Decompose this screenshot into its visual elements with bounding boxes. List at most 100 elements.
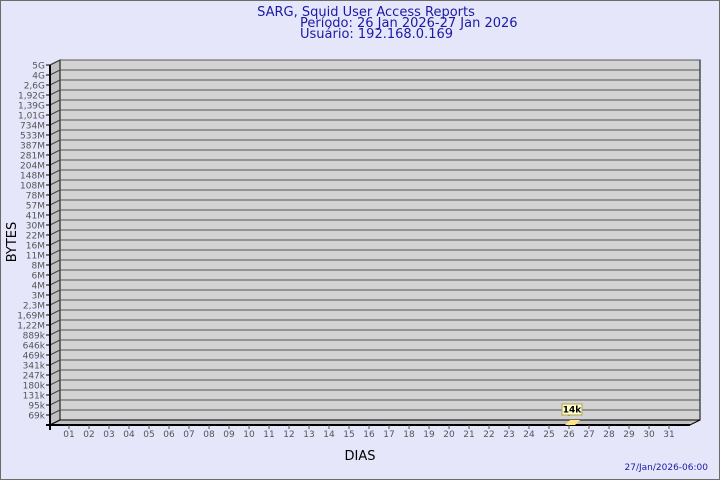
x-tick-label: 14: [323, 430, 335, 440]
data-label-box: [561, 403, 583, 416]
y-tick-label: 6M: [32, 272, 46, 282]
y-tick-label: 247k: [23, 372, 46, 382]
y-tick-label: 30M: [26, 222, 45, 232]
x-tick-label: 04: [123, 430, 135, 440]
x-tick-label: 25: [543, 430, 554, 440]
gridline-diagonal: [49, 139, 61, 146]
y-tick-label: 22M: [26, 232, 45, 242]
gridline-diagonal: [49, 219, 61, 226]
y-tick-label: 2,3M: [23, 302, 45, 312]
bar-day-26: [565, 420, 580, 425]
y-tick-label: 1,01G: [18, 112, 45, 122]
y-tick-label: 16M: [26, 242, 45, 252]
gridline-diagonal: [49, 229, 61, 236]
x-tick-label: 03: [103, 430, 114, 440]
y-tick-label: 3M: [32, 292, 46, 302]
y-tick-label: 1,22M: [17, 322, 45, 332]
gridline-diagonal: [49, 369, 61, 376]
x-tick-label: 21: [463, 430, 474, 440]
y-tick-label: 57M: [26, 202, 45, 212]
y-tick-label: 8M: [32, 262, 46, 272]
chart-period: Período: 26 Jan 2026-27 Jan 2026: [300, 16, 518, 31]
y-axis-label: BYTES: [5, 222, 20, 263]
gridline-diagonal: [49, 199, 61, 206]
gridline-diagonal: [49, 279, 61, 286]
x-tick-label: 26: [563, 430, 575, 440]
gridline-diagonal: [49, 359, 61, 366]
y-tick-label: 4M: [32, 282, 46, 292]
x-tick-label: 11: [263, 430, 274, 440]
y-tick-label: 11M: [26, 252, 45, 262]
x-tick-label: 23: [503, 430, 514, 440]
y-tick-label: 341k: [23, 362, 46, 372]
y-tick-label: 41M: [26, 212, 45, 222]
gridline-diagonal: [49, 99, 61, 106]
x-tick-label: 31: [663, 430, 674, 440]
y-tick-label: 281M: [20, 152, 45, 162]
y-tick-label: 2,6G: [24, 82, 45, 92]
gridline-diagonal: [49, 409, 61, 416]
gridline-diagonal: [49, 379, 61, 386]
x-tick-label: 30: [643, 430, 655, 440]
y-tick-label: 1,92G: [18, 92, 45, 102]
y-tick-label: 4G: [32, 72, 45, 82]
gridline-diagonal: [49, 149, 61, 156]
x-tick-label: 12: [283, 430, 294, 440]
x-tick-label: 27: [583, 430, 594, 440]
x-tick-label: 01: [63, 430, 74, 440]
y-tick-label: 180k: [23, 382, 46, 392]
gridline-diagonal: [49, 129, 61, 136]
gridline-diagonal: [49, 189, 61, 196]
x-tick-label: 08: [203, 430, 215, 440]
y-tick-label: 131k: [23, 392, 46, 402]
gridline-diagonal: [49, 79, 61, 86]
gridline-diagonal: [49, 169, 61, 176]
y-tick-label: 69k: [28, 412, 45, 422]
gridline-diagonal: [49, 259, 61, 266]
gridline-diagonal: [49, 389, 61, 396]
gridline-diagonal: [49, 309, 61, 316]
x-tick-label: 24: [523, 430, 535, 440]
x-tick-label: 02: [83, 430, 94, 440]
gridline-diagonal: [49, 319, 61, 326]
gridline-diagonal: [49, 209, 61, 216]
y-tick-label: 1,39G: [18, 102, 45, 112]
y-tick-label: 148M: [20, 172, 45, 182]
gridline-diagonal: [49, 289, 61, 296]
x-tick-label: 16: [363, 430, 375, 440]
gridline-diagonal: [49, 109, 61, 116]
gridline-diagonal: [49, 339, 61, 346]
y-tick-label: 889k: [23, 332, 46, 342]
y-tick-label: 469k: [23, 352, 46, 362]
x-tick-label: 29: [623, 430, 635, 440]
footer-timestamp: 27/Jan/2026-06:00: [625, 463, 709, 473]
gridline-diagonal: [49, 89, 61, 96]
x-tick-label: 22: [483, 430, 494, 440]
x-tick-label: 13: [303, 430, 314, 440]
x-tick-label: 18: [403, 430, 415, 440]
gridline-diagonal: [49, 329, 61, 336]
y-tick-label: 108M: [20, 182, 45, 192]
x-tick-label: 17: [383, 430, 394, 440]
gridline-diagonal: [49, 59, 61, 66]
x-tick-label: 07: [183, 430, 194, 440]
y-tick-label: 387M: [20, 142, 45, 152]
y-tick-label: 95k: [28, 402, 45, 412]
x-tick-label: 28: [603, 430, 615, 440]
y-tick-label: 204M: [20, 162, 45, 172]
gridline-diagonal: [49, 119, 61, 126]
y-tick-label: 533M: [20, 132, 45, 142]
x-tick-label: 20: [443, 430, 455, 440]
gridline-diagonal: [49, 159, 61, 166]
gridline-diagonal: [49, 349, 61, 356]
gridline-diagonal: [49, 299, 61, 306]
plot-area: 5G4G2,6G1,92G1,39G1,01G734M533M387M281M2…: [17, 59, 701, 440]
gridline-diagonal: [49, 239, 61, 246]
x-tick-label: 10: [243, 430, 255, 440]
x-axis-label: DIAS: [345, 449, 376, 464]
gridline-diagonal: [49, 249, 61, 256]
chart-title: SARG, Squid User Access Reports: [257, 5, 475, 20]
y-tick-label: 734M: [20, 122, 45, 132]
gridline-diagonal: [49, 269, 61, 276]
